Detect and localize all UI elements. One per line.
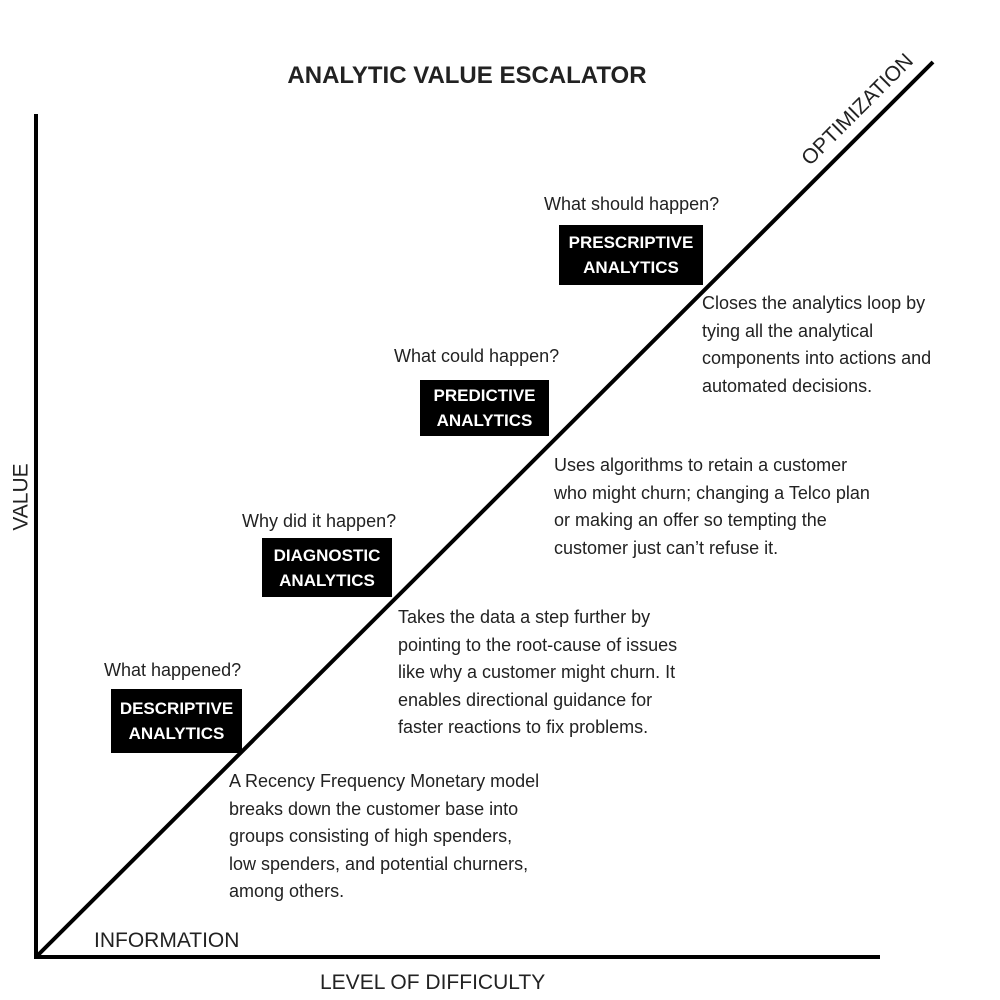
prescriptive-analytics-box: PRESCRIPTIVE ANALYTICS — [559, 225, 703, 285]
descriptive-question: What happened? — [104, 660, 242, 680]
description-line: faster reactions to fix problems. — [398, 717, 649, 737]
box-line: PREDICTIVE — [433, 386, 536, 405]
box-line: ANALYTICS — [436, 411, 533, 430]
box-line: ANALYTICS — [279, 570, 375, 590]
prescriptive-question: What should happen? — [544, 194, 720, 214]
predictive-question: What could happen? — [394, 346, 560, 366]
description-line: enables directional guidance for — [398, 689, 653, 710]
description-line: tying all the analytical — [702, 320, 874, 341]
box-line: DESCRIPTIVE — [119, 699, 234, 718]
box-line: ANALYTICS — [583, 258, 679, 277]
prescriptive-description: Closes the analytics loop by tying all t… — [702, 290, 931, 400]
description-line: who might churn; changing a Telco plan — [554, 482, 870, 503]
predictive-analytics-box: PREDICTIVE ANALYTICS — [420, 380, 549, 436]
y-axis-label: VALUE — [9, 463, 33, 531]
diagnostic-analytics-box: DIAGNOSTIC ANALYTICS — [262, 538, 392, 597]
description-line: or making an offer so tempting the — [554, 510, 827, 530]
description-line: breaks down the customer base into — [229, 798, 519, 819]
diagnostic-description: Takes the data a step further by pointin… — [398, 604, 677, 742]
description-line: like why a customer might churn. It — [398, 662, 676, 682]
description-line: automated decisions. — [702, 375, 873, 396]
box-line: PRESCRIPTIVE — [568, 233, 694, 252]
box-line: DIAGNOSTIC — [273, 545, 381, 565]
diagram-title: ANALYTIC VALUE ESCALATOR — [287, 62, 647, 89]
description-line: among others. — [229, 881, 345, 901]
description-line: A Recency Frequency Monetary model — [229, 771, 540, 791]
information-label: INFORMATION — [94, 929, 240, 952]
descriptive-analytics-box: DESCRIPTIVE ANALYTICS — [111, 689, 242, 753]
description-line: Uses algorithms to retain a customer — [554, 455, 848, 475]
description-line: groups consisting of high spenders, — [229, 826, 513, 846]
escalator-diagonal-line — [34, 60, 935, 959]
diagnostic-question: Why did it happen? — [242, 511, 397, 531]
x-axis-label: LEVEL OF DIFFICULTY — [320, 971, 546, 994]
descriptive-description: A Recency Frequency Monetary model break… — [229, 768, 539, 906]
predictive-description: Uses algorithms to retain a customer who… — [554, 452, 870, 562]
description-line: Closes the analytics loop by — [702, 293, 926, 313]
box-line: ANALYTICS — [128, 724, 225, 743]
description-line: low spenders, and potential churners, — [229, 853, 529, 874]
description-line: customer just can’t refuse it. — [554, 537, 779, 558]
description-line: pointing to the root-cause of issues — [398, 634, 678, 655]
description-line: components into actions and — [702, 348, 932, 368]
description-line: Takes the data a step further by — [398, 607, 651, 627]
